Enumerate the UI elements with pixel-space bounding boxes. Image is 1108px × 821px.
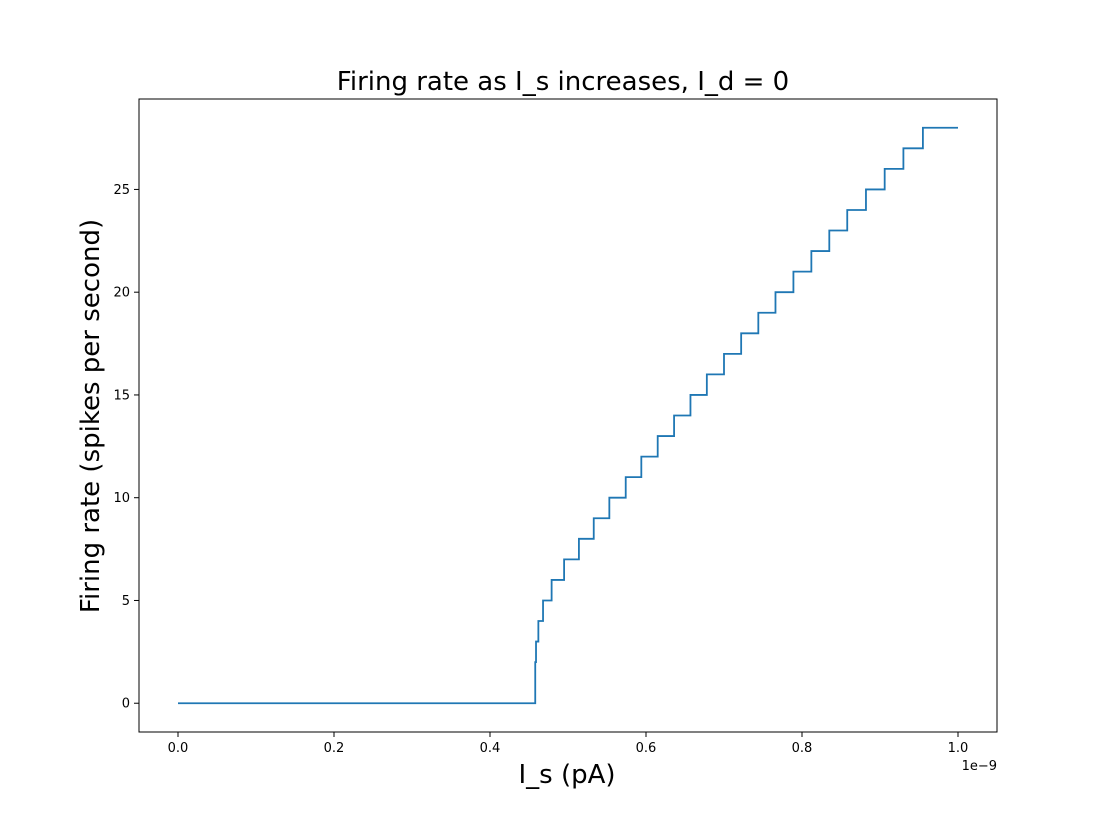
y-tick-label: 0	[122, 697, 130, 712]
y-tick-label: 15	[113, 388, 130, 403]
plot-frame	[138, 98, 998, 733]
y-axis: 0 5 10 15 20 25	[113, 183, 139, 712]
x-axis: 0.0 0.2 0.4 0.6 0.8 1.0	[168, 732, 969, 756]
y-tick-label: 5	[122, 594, 130, 609]
series-line	[178, 126, 958, 705]
y-tick-label: 20	[113, 286, 130, 301]
x-tick-label: 1.0	[948, 741, 969, 756]
x-offset-label: 1e−9	[962, 759, 997, 774]
y-tick-label: 25	[113, 183, 130, 198]
x-tick-label: 0.0	[168, 741, 189, 756]
x-axis-label: I_s (pA)	[518, 760, 615, 790]
y-axis-label: Firing rate (spikes per second)	[76, 219, 106, 613]
chart-title: Firing rate as I_s increases, I_d = 0	[337, 67, 789, 97]
x-tick-label: 0.6	[636, 741, 657, 756]
x-tick-label: 0.4	[480, 741, 501, 756]
y-tick-label: 10	[113, 491, 130, 506]
plot-area	[178, 126, 958, 705]
x-tick-label: 0.2	[324, 741, 345, 756]
x-tick-label: 0.8	[792, 741, 813, 756]
